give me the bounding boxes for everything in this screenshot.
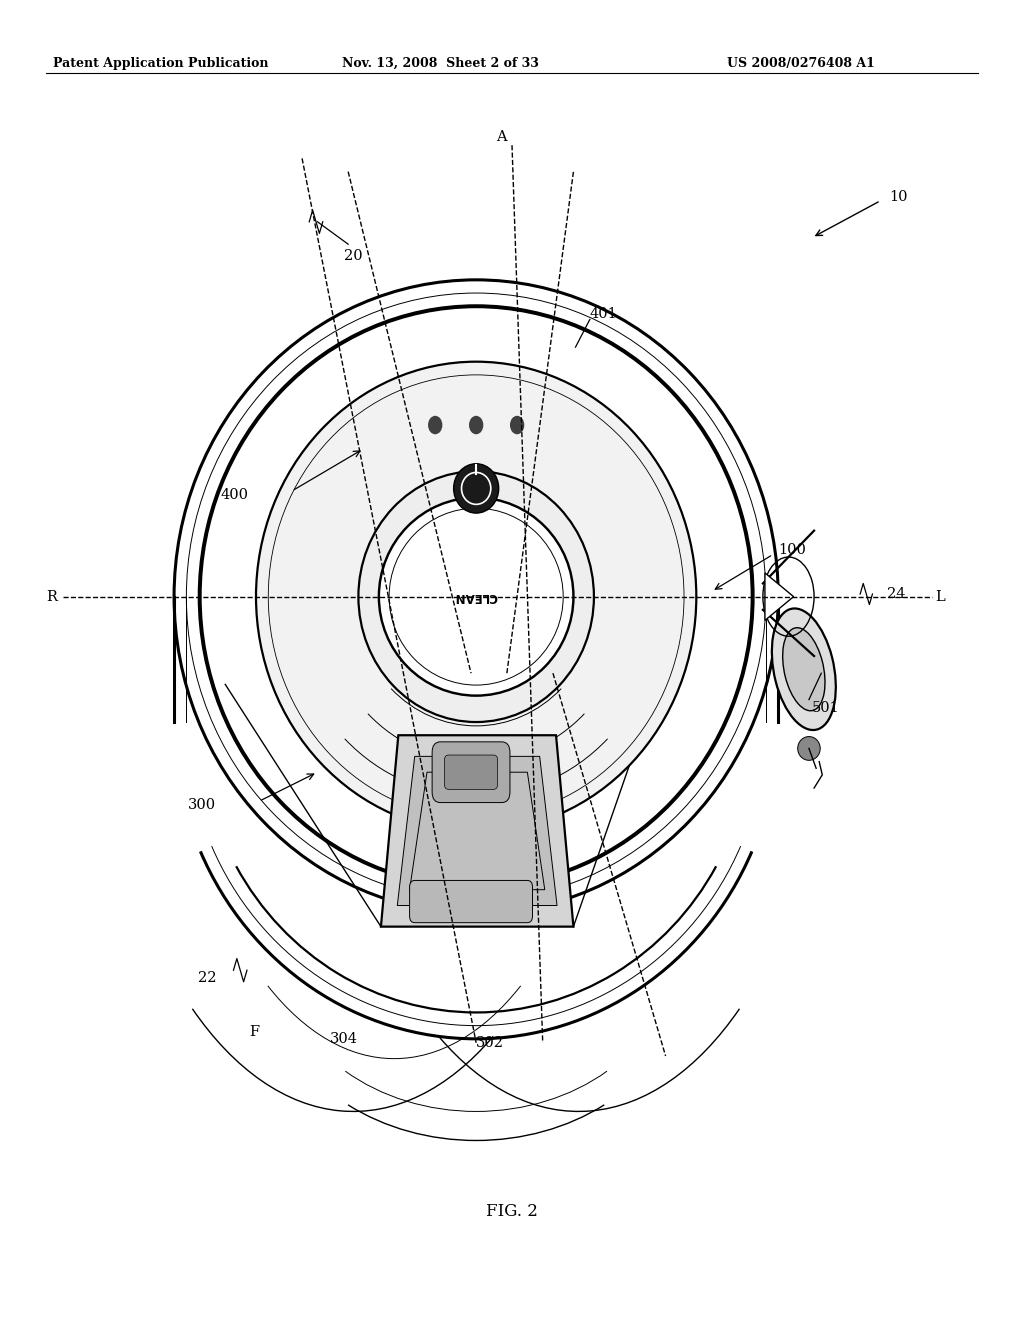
- Text: A: A: [497, 131, 507, 144]
- Circle shape: [469, 416, 483, 434]
- Text: 20: 20: [344, 249, 362, 263]
- Text: FIG. 2: FIG. 2: [486, 1204, 538, 1220]
- Text: 302: 302: [476, 1036, 504, 1049]
- Polygon shape: [397, 756, 557, 906]
- Polygon shape: [765, 573, 794, 620]
- Text: 304: 304: [330, 1032, 357, 1045]
- Ellipse shape: [454, 463, 499, 513]
- FancyBboxPatch shape: [444, 755, 498, 789]
- Ellipse shape: [798, 737, 820, 760]
- FancyBboxPatch shape: [432, 742, 510, 803]
- Text: L: L: [935, 590, 945, 603]
- Text: 300: 300: [187, 799, 215, 812]
- Ellipse shape: [379, 498, 573, 696]
- Circle shape: [428, 416, 442, 434]
- Polygon shape: [381, 735, 573, 927]
- Circle shape: [510, 416, 524, 434]
- Text: 400: 400: [220, 488, 248, 502]
- Ellipse shape: [358, 471, 594, 722]
- Text: R: R: [46, 590, 56, 603]
- Text: 10: 10: [889, 190, 907, 203]
- Ellipse shape: [772, 609, 836, 730]
- Text: 24: 24: [887, 587, 905, 601]
- Text: US 2008/0276408 A1: US 2008/0276408 A1: [727, 57, 874, 70]
- Ellipse shape: [174, 280, 778, 913]
- Text: CLEAN: CLEAN: [455, 590, 498, 603]
- Text: F: F: [249, 1026, 259, 1039]
- Text: 501: 501: [812, 701, 840, 714]
- Ellipse shape: [782, 628, 825, 710]
- Text: 22: 22: [198, 972, 216, 985]
- FancyBboxPatch shape: [410, 880, 532, 923]
- Ellipse shape: [256, 362, 696, 832]
- Text: Patent Application Publication: Patent Application Publication: [53, 57, 268, 70]
- Text: Nov. 13, 2008  Sheet 2 of 33: Nov. 13, 2008 Sheet 2 of 33: [342, 57, 539, 70]
- Text: 401: 401: [590, 308, 617, 321]
- Text: 100: 100: [778, 544, 806, 557]
